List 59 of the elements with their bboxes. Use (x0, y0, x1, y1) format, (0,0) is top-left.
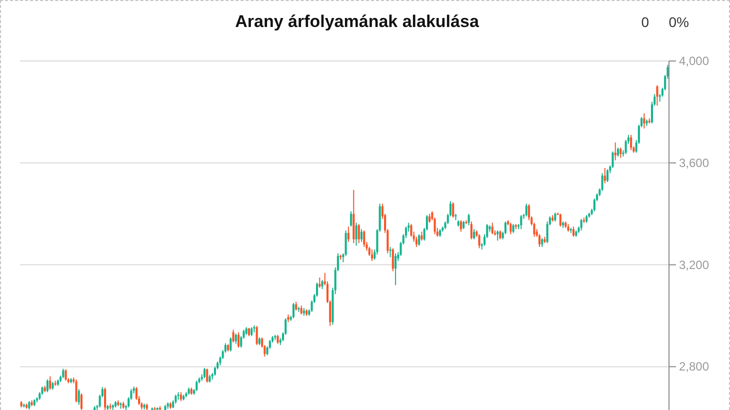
candlestick (491, 222, 494, 235)
candlestick (580, 218, 582, 231)
candlestick (355, 222, 358, 246)
candlestick (75, 378, 78, 403)
candlestick (203, 367, 206, 379)
candlestick (525, 203, 528, 217)
candlestick (604, 167, 606, 184)
candlestick (520, 214, 522, 230)
candlestick (80, 392, 83, 410)
candlestick (510, 222, 512, 235)
candlestick (318, 277, 321, 288)
candlestick (392, 248, 394, 272)
candlestick (606, 168, 609, 183)
candlestick (196, 380, 198, 392)
candlestick (572, 226, 574, 238)
candlestick (363, 230, 366, 248)
candlestick (496, 230, 499, 242)
candlestick (78, 388, 80, 406)
y-tick-label: 3,200 (679, 258, 710, 272)
candlestick (64, 368, 67, 382)
y-tick-label: 4,000 (679, 54, 710, 68)
candlestick (49, 376, 52, 390)
chart-title: Arany árfolyamának alakulása (235, 12, 480, 31)
candlestick (630, 134, 632, 151)
candlestick (473, 228, 476, 240)
y-tick-label: 2,800 (679, 360, 710, 374)
candlestick (624, 139, 627, 154)
candlestick (394, 252, 397, 286)
candlestick (234, 333, 237, 344)
y-tick-label: 3,600 (679, 156, 710, 170)
candlestick (468, 213, 470, 226)
candlestick (360, 228, 363, 242)
candlestick (230, 336, 232, 352)
candlestick (478, 234, 480, 249)
text: 0 (641, 14, 650, 30)
candlestick (620, 147, 622, 158)
candlestick (62, 368, 64, 379)
candlestick (452, 202, 454, 218)
text: 0% (668, 14, 689, 30)
candlestick (614, 142, 616, 161)
candlestick (559, 213, 562, 228)
candlestick (460, 220, 462, 232)
candlestick (389, 246, 392, 258)
candlestick (470, 220, 472, 240)
candlestick (292, 302, 294, 319)
candlestick (370, 249, 373, 262)
candlestick (347, 226, 350, 242)
candlestick (643, 112, 646, 130)
candlestick (358, 224, 360, 244)
candlestick (256, 325, 258, 346)
candlestick (46, 378, 48, 393)
candlestick (546, 220, 548, 244)
candlestick (418, 234, 420, 246)
candlestick (237, 332, 240, 348)
candlestick (232, 329, 234, 343)
candlestick (656, 84, 658, 106)
candlestick (206, 368, 208, 383)
candlestick (350, 210, 352, 228)
candlestick (104, 387, 106, 410)
